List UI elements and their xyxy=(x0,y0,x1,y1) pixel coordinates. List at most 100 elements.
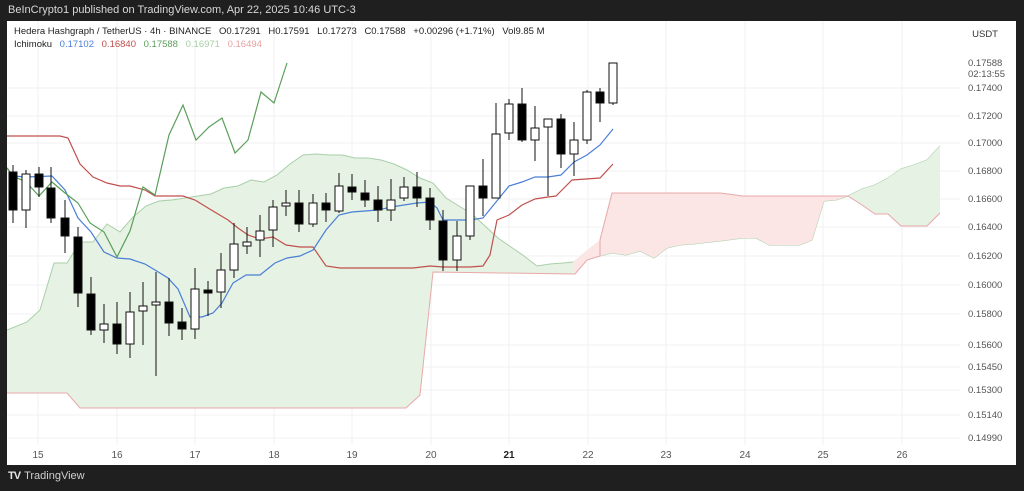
indicator-legend: Ichimoku 0.17102 0.16840 0.17588 0.16971… xyxy=(14,39,267,50)
chart-canvas[interactable]: 0.17588 02:13:55 0.17400 0.17200 0.17000… xyxy=(7,21,1016,465)
candle xyxy=(569,122,579,176)
candle xyxy=(21,170,31,228)
candle xyxy=(294,190,304,232)
brand-name: TradingView xyxy=(24,470,85,482)
ohlc-open: O0.17291 xyxy=(218,26,261,37)
candle xyxy=(138,282,148,345)
svg-text:0.17400: 0.17400 xyxy=(968,83,1002,94)
conversion-value: 0.17102 xyxy=(59,39,94,50)
candle xyxy=(60,200,70,253)
candle xyxy=(478,159,488,216)
svg-text:19: 19 xyxy=(346,450,358,461)
kijun-sen-line xyxy=(7,135,614,269)
last-price-label: 0.17588 xyxy=(968,58,1002,69)
candle xyxy=(177,308,187,340)
candle xyxy=(608,62,618,105)
svg-text:0.15800: 0.15800 xyxy=(968,309,1002,320)
ohlc-close: C0.17588 xyxy=(364,26,406,37)
candles xyxy=(8,62,618,376)
svg-text:0.16400: 0.16400 xyxy=(968,222,1002,233)
tenkan-sen-line xyxy=(7,128,614,318)
svg-text:22: 22 xyxy=(582,450,594,461)
candle xyxy=(543,118,553,196)
candle xyxy=(360,180,370,207)
lagging-value: 0.17588 xyxy=(143,39,178,50)
candle xyxy=(582,90,592,144)
svg-text:0.15600: 0.15600 xyxy=(968,340,1002,351)
leading-b-value: 0.16494 xyxy=(227,39,262,50)
svg-text:15: 15 xyxy=(32,450,44,461)
leading-a-value: 0.16971 xyxy=(185,39,220,50)
svg-text:0.16200: 0.16200 xyxy=(968,251,1002,262)
svg-text:0.17200: 0.17200 xyxy=(968,111,1002,122)
candle xyxy=(517,88,527,142)
candle xyxy=(373,186,383,222)
countdown-label: 02:13:55 xyxy=(968,69,1005,80)
candle xyxy=(438,210,448,271)
candle xyxy=(347,174,357,200)
svg-text:0.16000: 0.16000 xyxy=(968,280,1002,291)
senkou-span-b xyxy=(7,192,941,409)
chart-panel[interactable]: 0.17588 02:13:55 0.17400 0.17200 0.17000… xyxy=(7,21,1016,465)
candle xyxy=(73,227,83,307)
symbol-legend: Hedera Hashgraph / TetherUS · 4h · BINAN… xyxy=(14,26,550,37)
candle xyxy=(268,200,278,247)
candle xyxy=(595,88,605,122)
chikou-span-line xyxy=(7,62,288,259)
candle xyxy=(151,272,161,376)
base-value: 0.16840 xyxy=(101,39,136,50)
candle xyxy=(86,277,96,335)
candle xyxy=(125,292,135,358)
candle xyxy=(465,185,475,240)
candle xyxy=(112,302,122,354)
svg-text:21: 21 xyxy=(503,450,515,461)
candle xyxy=(308,194,318,227)
ichimoku-cloud-bearish xyxy=(573,193,848,274)
candle xyxy=(229,223,239,278)
price-change: +0.00296 (+1.71%) xyxy=(413,26,495,37)
candle xyxy=(321,193,331,222)
svg-text:18: 18 xyxy=(268,450,280,461)
svg-text:0.14990: 0.14990 xyxy=(968,433,1002,444)
candle xyxy=(504,99,514,140)
candle xyxy=(281,190,291,216)
candle xyxy=(412,172,422,207)
candle xyxy=(452,221,462,271)
candle xyxy=(8,165,18,223)
candle xyxy=(491,103,501,199)
ohlc-high: H0.17591 xyxy=(268,26,310,37)
publisher-line: BeInCrypto1 published on TradingView.com… xyxy=(8,4,356,16)
candle xyxy=(334,173,344,213)
candle xyxy=(203,281,213,316)
candle xyxy=(386,179,396,221)
ichimoku-cloud-bullish xyxy=(7,154,575,408)
svg-text:0.15140: 0.15140 xyxy=(968,410,1002,421)
svg-text:0.16800: 0.16800 xyxy=(968,166,1002,177)
candle xyxy=(190,268,200,339)
svg-text:23: 23 xyxy=(660,450,672,461)
svg-text:24: 24 xyxy=(739,450,751,461)
candle xyxy=(425,188,435,230)
svg-text:17: 17 xyxy=(189,450,201,461)
indicator-name[interactable]: Ichimoku xyxy=(14,39,53,50)
svg-text:26: 26 xyxy=(896,450,908,461)
candle xyxy=(216,253,226,308)
ohlc-low: L0.17273 xyxy=(317,26,357,37)
svg-text:20: 20 xyxy=(425,450,437,461)
price-axis: 0.17588 02:13:55 0.17400 0.17200 0.17000… xyxy=(968,58,1005,444)
svg-text:25: 25 xyxy=(817,450,829,461)
candle xyxy=(164,278,174,336)
candle xyxy=(255,215,265,257)
candle xyxy=(556,114,566,168)
candle xyxy=(530,106,540,161)
time-axis: 15 16 17 18 19 20 21 22 23 24 25 26 xyxy=(32,450,908,461)
footer-brand[interactable]: TV TradingView xyxy=(8,470,85,482)
candle xyxy=(34,167,44,197)
volume: Vol9.85 M xyxy=(502,26,545,37)
currency-unit: USDT xyxy=(972,29,998,40)
svg-text:0.15450: 0.15450 xyxy=(968,362,1002,373)
candle xyxy=(399,177,409,201)
svg-text:16: 16 xyxy=(111,450,123,461)
candle xyxy=(242,227,252,254)
symbol-title[interactable]: Hedera Hashgraph / TetherUS · 4h · BINAN… xyxy=(14,26,212,37)
